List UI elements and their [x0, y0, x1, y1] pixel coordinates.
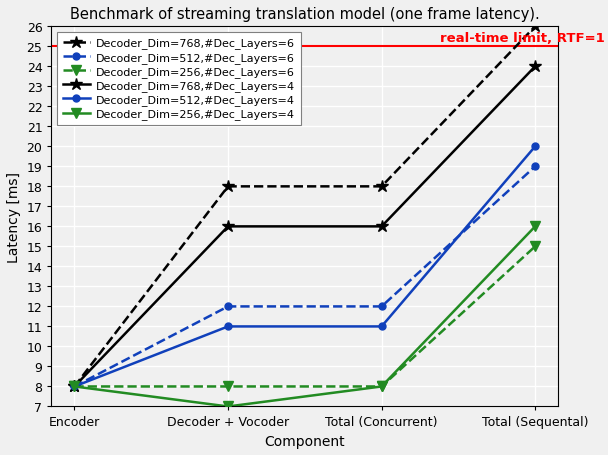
- Decoder_Dim=512,#Dec_Layers=4: [224, 324, 232, 329]
- Decoder_Dim=768,#Dec_Layers=4: [531, 65, 539, 70]
- Y-axis label: Latency [ms]: Latency [ms]: [7, 172, 21, 262]
- Line: Decoder_Dim=512,#Dec_Layers=6: Decoder_Dim=512,#Dec_Layers=6: [71, 163, 539, 390]
- Line: Decoder_Dim=768,#Dec_Layers=4: Decoder_Dim=768,#Dec_Layers=4: [68, 61, 542, 393]
- Decoder_Dim=768,#Dec_Layers=4: [224, 224, 232, 230]
- Decoder_Dim=256,#Dec_Layers=6: [531, 244, 539, 250]
- Text: real-time limit, RTF=1: real-time limit, RTF=1: [440, 32, 604, 45]
- Decoder_Dim=256,#Dec_Layers=4: [531, 224, 539, 230]
- Decoder_Dim=512,#Dec_Layers=4: [378, 324, 385, 329]
- Line: Decoder_Dim=512,#Dec_Layers=4: Decoder_Dim=512,#Dec_Layers=4: [71, 143, 539, 390]
- Decoder_Dim=512,#Dec_Layers=6: [378, 304, 385, 309]
- Decoder_Dim=512,#Dec_Layers=4: [71, 384, 78, 389]
- Decoder_Dim=256,#Dec_Layers=6: [224, 384, 232, 389]
- Decoder_Dim=256,#Dec_Layers=6: [378, 384, 385, 389]
- Decoder_Dim=256,#Dec_Layers=4: [224, 404, 232, 410]
- Decoder_Dim=512,#Dec_Layers=6: [531, 164, 539, 170]
- Decoder_Dim=768,#Dec_Layers=6: [531, 25, 539, 30]
- Title: Benchmark of streaming translation model (one frame latency).: Benchmark of streaming translation model…: [70, 7, 540, 22]
- Legend: Decoder_Dim=768,#Dec_Layers=6, Decoder_Dim=512,#Dec_Layers=6, Decoder_Dim=256,#D: Decoder_Dim=768,#Dec_Layers=6, Decoder_D…: [57, 33, 300, 126]
- Decoder_Dim=512,#Dec_Layers=6: [71, 384, 78, 389]
- Decoder_Dim=256,#Dec_Layers=4: [71, 384, 78, 389]
- Decoder_Dim=768,#Dec_Layers=6: [224, 184, 232, 190]
- Decoder_Dim=512,#Dec_Layers=6: [224, 304, 232, 309]
- Decoder_Dim=256,#Dec_Layers=4: [378, 384, 385, 389]
- Decoder_Dim=512,#Dec_Layers=4: [531, 144, 539, 150]
- Line: Decoder_Dim=256,#Dec_Layers=6: Decoder_Dim=256,#Dec_Layers=6: [69, 242, 540, 391]
- Decoder_Dim=768,#Dec_Layers=6: [378, 184, 385, 190]
- Decoder_Dim=768,#Dec_Layers=6: [71, 384, 78, 389]
- Decoder_Dim=768,#Dec_Layers=4: [378, 224, 385, 230]
- X-axis label: Component: Component: [264, 434, 345, 448]
- Line: Decoder_Dim=256,#Dec_Layers=4: Decoder_Dim=256,#Dec_Layers=4: [69, 222, 540, 411]
- Decoder_Dim=768,#Dec_Layers=4: [71, 384, 78, 389]
- Line: Decoder_Dim=768,#Dec_Layers=6: Decoder_Dim=768,#Dec_Layers=6: [68, 21, 542, 393]
- Decoder_Dim=256,#Dec_Layers=6: [71, 384, 78, 389]
